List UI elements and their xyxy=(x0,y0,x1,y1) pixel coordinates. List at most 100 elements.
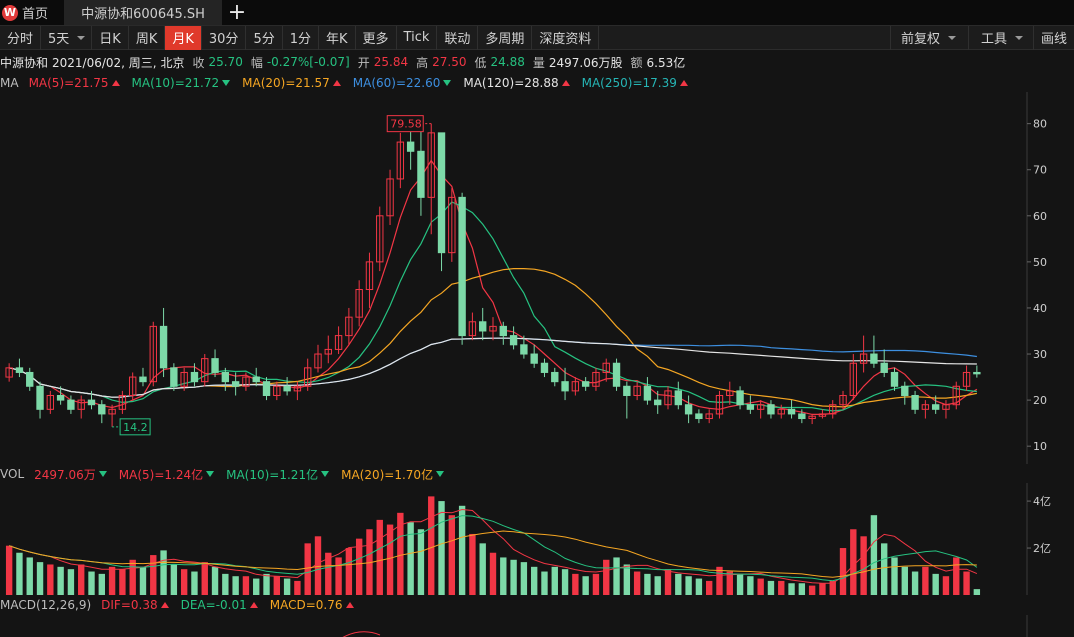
price-chart[interactable]: 80 70 60 50 40 30 20 10 79.58 14.2 xyxy=(0,92,1074,464)
candle-body xyxy=(468,321,477,337)
toolbar-item-5[interactable]: 30分 xyxy=(202,25,247,50)
volume-bar xyxy=(500,557,507,595)
arrow-down-icon xyxy=(443,80,452,86)
ma-legend-item[interactable]: MA(20)=21.57 xyxy=(242,76,341,90)
toolbar-item-3[interactable]: 周K xyxy=(129,25,166,50)
volume-bar xyxy=(819,583,826,595)
toolbar-item-10[interactable]: Tick xyxy=(397,25,438,50)
candle xyxy=(468,312,477,341)
macd-legend-item[interactable]: MACD=0.76 xyxy=(270,598,354,612)
candle-body xyxy=(664,390,672,406)
volume-bar xyxy=(294,580,301,595)
toolbar-item-11[interactable]: 联动 xyxy=(437,25,479,50)
candle-body xyxy=(314,353,322,369)
toolbar-item-13[interactable]: 深度资料 xyxy=(532,25,600,50)
tab-home-label: 首页 xyxy=(22,7,49,22)
candle-body xyxy=(756,404,765,410)
toolbar-item-8[interactable]: 年K xyxy=(319,25,356,50)
candle xyxy=(530,344,538,368)
date-text: 2021/06/02, 周三, 北京 xyxy=(52,55,185,70)
volume-bar xyxy=(428,496,435,595)
vol-legend-item[interactable]: MA(5)=1.24亿 xyxy=(119,466,215,483)
volume-bar xyxy=(47,564,54,595)
candle xyxy=(561,367,569,401)
volume-chart[interactable]: 4亿 2亿 xyxy=(0,483,1074,595)
toolbar-item-12[interactable]: 多周期 xyxy=(478,25,533,50)
min-price-label: 14.2 xyxy=(123,421,147,434)
toolbar-right-item-2[interactable]: 画线 xyxy=(1032,25,1074,50)
ma-legend-item[interactable]: MA(10)=21.72 xyxy=(132,76,231,90)
tab-home[interactable]: W 首页 xyxy=(0,0,64,25)
ma-legend: MA MA(5)=21.75 MA(10)=21.72 MA(20)=21.57 MA(… xyxy=(0,74,1074,92)
volume-tick-label: 2亿 xyxy=(1033,542,1051,555)
ma-legend-label: MA(20)=21.57 xyxy=(242,76,330,90)
candle xyxy=(664,386,672,410)
volume-bar xyxy=(891,557,898,595)
vol-legend-item[interactable]: MA(10)=1.21亿 xyxy=(226,466,330,483)
macd-chart[interactable] xyxy=(0,615,1074,637)
candle-body xyxy=(726,390,734,396)
volume-ma-line-5 xyxy=(8,508,978,584)
candle-body xyxy=(345,316,353,337)
arrow-up-icon xyxy=(345,602,354,608)
candle-body xyxy=(602,362,610,373)
min-label-box xyxy=(119,418,151,436)
volume-bar xyxy=(551,566,558,595)
volume-bar xyxy=(458,505,466,595)
macd-legend-label: MACD=0.76 xyxy=(269,598,343,612)
candle-body xyxy=(386,178,394,217)
candle xyxy=(304,358,312,391)
volume-ma-line-20 xyxy=(8,530,977,578)
ma-legend-item[interactable]: MA(5)=21.75 xyxy=(29,76,120,90)
candle xyxy=(77,395,85,419)
volume-bar xyxy=(541,571,548,595)
ma-legend-item[interactable]: MA(60)=22.60 xyxy=(353,76,452,90)
toolbar-item-2[interactable]: 日K xyxy=(92,25,129,50)
candle xyxy=(942,400,950,419)
candle xyxy=(684,395,693,424)
vol-legend-item[interactable]: 2497.06万 xyxy=(34,466,107,483)
toolbar-right-item-0[interactable]: 前复权 xyxy=(889,25,968,50)
volume-bar xyxy=(572,573,579,595)
toolbar-item-7[interactable]: 1分 xyxy=(283,25,319,50)
toolbar-item-6[interactable]: 5分 xyxy=(246,25,283,50)
macd-legend-item[interactable]: DIF=0.38 xyxy=(101,598,169,612)
candle-body xyxy=(695,413,703,420)
volume-bar xyxy=(489,552,497,595)
volume-bar xyxy=(839,548,847,595)
toolbar-item-4[interactable]: 月K xyxy=(165,25,202,50)
candle xyxy=(211,349,219,378)
volume-bar xyxy=(57,566,64,595)
price-tick-label: 20 xyxy=(1033,394,1047,407)
ma-legend-item[interactable]: MA(250)=17.39 xyxy=(582,76,688,90)
candle xyxy=(540,358,549,378)
macd-legend-item[interactable]: DEA=-0.01 xyxy=(181,598,258,612)
new-tab-plus-icon[interactable]: + xyxy=(227,0,247,25)
arrow-down-icon xyxy=(436,471,445,477)
ma-legend-item[interactable]: MA(120)=28.88 xyxy=(463,76,570,90)
macd-dif-line xyxy=(342,631,381,637)
candle xyxy=(231,372,240,396)
toolbar-right-item-1[interactable]: 工具 xyxy=(967,25,1033,50)
candle xyxy=(345,307,353,345)
candle xyxy=(746,395,755,414)
tab-stock[interactable]: 中源协和600645.SH xyxy=(64,0,222,25)
toolbar-item-0[interactable]: 分时 xyxy=(0,25,42,50)
tab-stock-label: 中源协和600645.SH xyxy=(81,7,205,22)
candle xyxy=(767,400,775,419)
candle xyxy=(437,132,446,272)
candle-body xyxy=(211,358,219,373)
low-label: 低 xyxy=(474,55,487,70)
toolbar-item-1[interactable]: 5天 xyxy=(41,25,93,50)
volume-bar xyxy=(180,569,188,595)
vol-legend-item[interactable]: MA(20)=1.70亿 xyxy=(341,466,445,483)
candle xyxy=(880,349,888,378)
volume-bar xyxy=(757,578,764,595)
volume-bar xyxy=(263,573,270,595)
volume-bar xyxy=(881,543,888,595)
price-tick-label: 70 xyxy=(1033,164,1047,177)
toolbar-item-9[interactable]: 更多 xyxy=(356,25,397,50)
candle xyxy=(293,381,302,401)
candle-body xyxy=(242,376,250,387)
candle-body xyxy=(180,371,188,387)
